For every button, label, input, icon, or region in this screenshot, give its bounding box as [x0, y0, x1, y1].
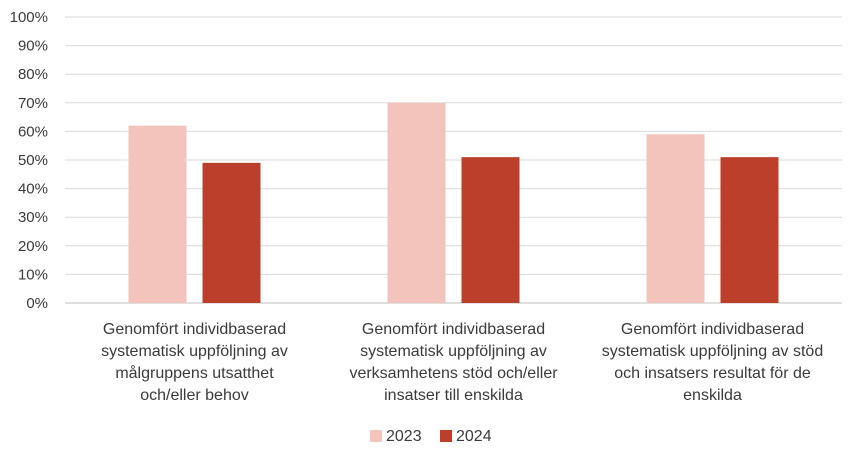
legend-label-2024: 2024 — [456, 428, 492, 445]
bar-2024 — [461, 157, 520, 303]
bar-2023 — [387, 102, 446, 303]
y-tick-label: 90% — [18, 38, 48, 55]
x-axis-category-labels: Genomfört individbaserad systematisk uppf… — [101, 321, 823, 404]
gridlines — [65, 16, 842, 304]
y-tick-label: 50% — [18, 152, 48, 169]
y-tick-label: 20% — [18, 238, 48, 255]
legend-label-2023: 2023 — [386, 428, 422, 445]
legend: 2023 2024 — [370, 428, 492, 445]
y-tick-label: 80% — [18, 66, 48, 83]
legend-swatch-2023 — [370, 430, 382, 442]
bars — [128, 102, 779, 304]
y-tick-label: 100% — [10, 9, 48, 26]
bar-2023 — [128, 125, 187, 304]
x-category-label: Genomfört individbaserad systematisk uppf… — [602, 321, 823, 404]
y-axis-tick-labels: 0% 10% 20% 30% 40% 50% 60% 70% 80% 90% 100% — [10, 9, 48, 312]
legend-swatch-2024 — [440, 430, 452, 442]
x-category-label: Genomfört individbaserad systematisk uppf… — [101, 321, 288, 404]
y-tick-label: 30% — [18, 209, 48, 226]
bar-2024 — [202, 162, 261, 303]
y-tick-label: 60% — [18, 123, 48, 140]
y-tick-label: 0% — [26, 295, 48, 312]
y-tick-label: 70% — [18, 95, 48, 112]
y-tick-label: 10% — [18, 266, 48, 283]
y-tick-label: 40% — [18, 181, 48, 198]
x-category-label: Genomfört individbaserad systematisk uppf… — [349, 321, 558, 404]
bar-2023 — [646, 134, 705, 303]
bar-2024 — [720, 157, 779, 303]
